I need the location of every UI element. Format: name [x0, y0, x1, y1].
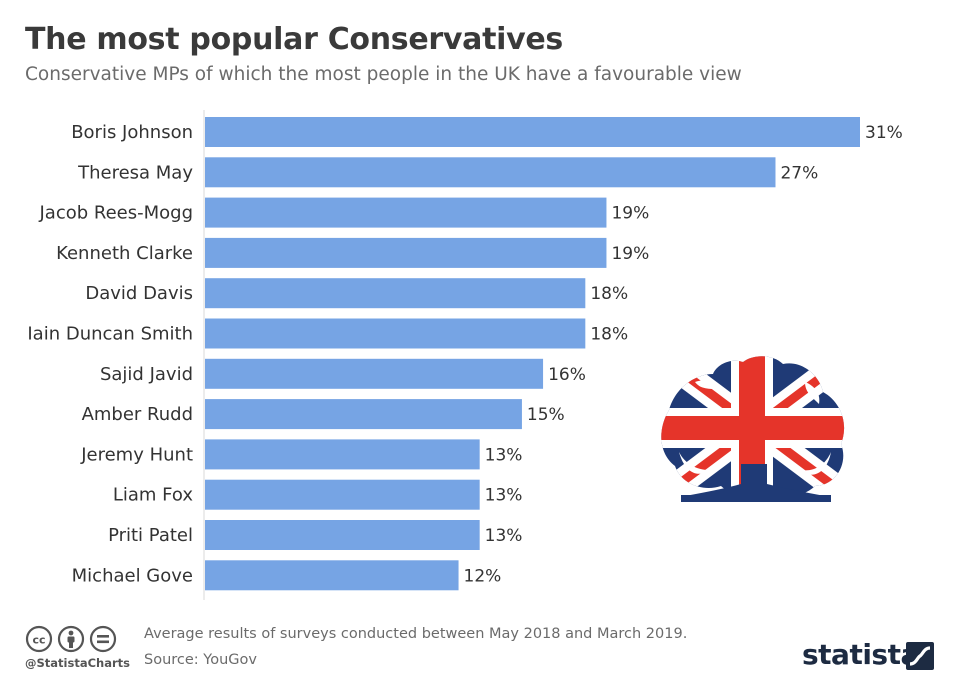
statista-mark-icon [906, 642, 934, 670]
value-label: 19% [611, 204, 649, 224]
chart-subtitle: Conservative MPs of which the most peopl… [25, 64, 742, 85]
value-label: 18% [590, 284, 628, 304]
category-label: Amber Rudd [82, 404, 193, 425]
cc-icon: cc [25, 625, 53, 653]
category-label: Iain Duncan Smith [27, 324, 193, 345]
conservative-tree-logo [661, 356, 845, 502]
value-label: 13% [485, 526, 523, 546]
value-label: 13% [485, 486, 523, 506]
bar [205, 358, 544, 389]
bar [205, 479, 480, 510]
source-text: Source: YouGov [144, 652, 257, 668]
svg-text:cc: cc [32, 634, 45, 647]
bar [205, 560, 459, 591]
category-label: Priti Patel [108, 525, 193, 546]
category-label: Michael Gove [72, 565, 193, 586]
category-label: Liam Fox [113, 485, 193, 506]
category-label: Kenneth Clarke [56, 243, 193, 264]
by-icon [57, 625, 85, 653]
bar [205, 117, 860, 147]
value-label: 12% [464, 566, 502, 586]
value-label: 15% [527, 405, 565, 425]
chart-title: The most popular Conservatives [25, 22, 563, 57]
category-label: Jacob Rees-Mogg [38, 203, 193, 224]
bar [205, 157, 776, 188]
value-label: 27% [780, 163, 818, 183]
statista-brand: statista [802, 638, 919, 671]
bar [205, 278, 586, 309]
category-label: David Davis [85, 283, 193, 304]
survey-note: Average results of surveys conducted bet… [144, 626, 688, 642]
bar [205, 237, 607, 268]
value-label: 16% [548, 365, 586, 385]
category-label: Theresa May [77, 162, 193, 183]
value-label: 18% [590, 325, 628, 345]
category-label: Sajid Javid [100, 364, 193, 385]
nd-icon [89, 625, 117, 653]
bar [205, 520, 480, 550]
value-label: 31% [865, 123, 903, 143]
category-label: Jeremy Hunt [80, 444, 193, 465]
bar [205, 197, 607, 228]
bar [205, 439, 480, 470]
category-label: Boris Johnson [71, 122, 193, 143]
bar [205, 399, 522, 430]
license-icons: cc [25, 625, 117, 653]
bar [205, 318, 586, 349]
value-label: 19% [611, 244, 649, 264]
statista-handle: @StatistaCharts [25, 656, 130, 670]
value-label: 13% [485, 445, 523, 465]
